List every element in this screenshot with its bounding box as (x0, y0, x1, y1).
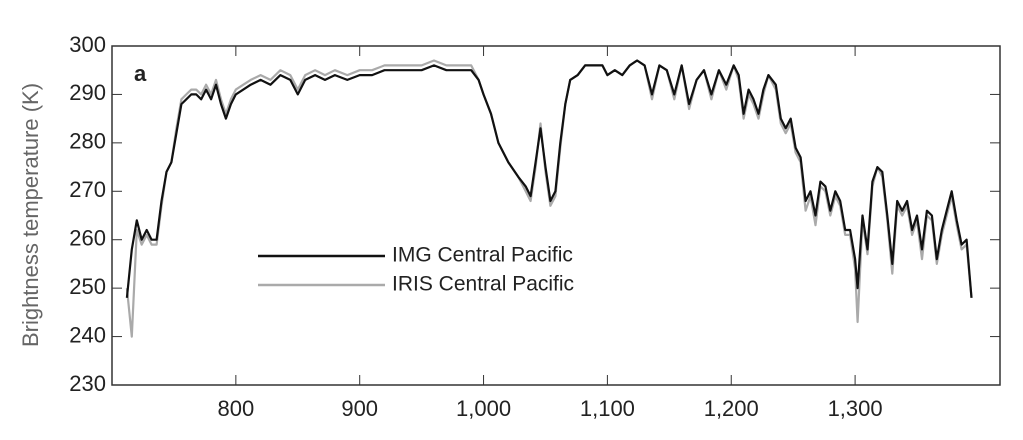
series-line (125, 59, 973, 298)
x-tick-label: 1,300 (828, 396, 883, 421)
y-tick-label: 260 (69, 226, 106, 251)
x-tick-label: 1,100 (580, 396, 635, 421)
x-tick-label: 1,200 (704, 396, 759, 421)
legend-label: IMG Central Pacific (392, 244, 573, 267)
y-tick-label: 270 (69, 177, 106, 202)
y-tick-label: 290 (69, 80, 106, 105)
legend-label: IRIS Central Pacific (392, 273, 574, 296)
plot-frame (111, 45, 1001, 386)
y-tick-label: 300 (69, 32, 106, 57)
x-tick-label: 900 (341, 396, 378, 421)
x-tick-label: 800 (217, 396, 254, 421)
y-tick-label: 240 (69, 322, 106, 347)
y-tick-label: 230 (69, 371, 106, 396)
y-tick-label: 280 (69, 129, 106, 154)
x-tick-label: 1,000 (456, 396, 511, 421)
y-axis-title: Brightness temperature (K) (18, 83, 43, 347)
y-tick-label: 250 (69, 274, 106, 299)
panel-label: a (134, 61, 147, 86)
